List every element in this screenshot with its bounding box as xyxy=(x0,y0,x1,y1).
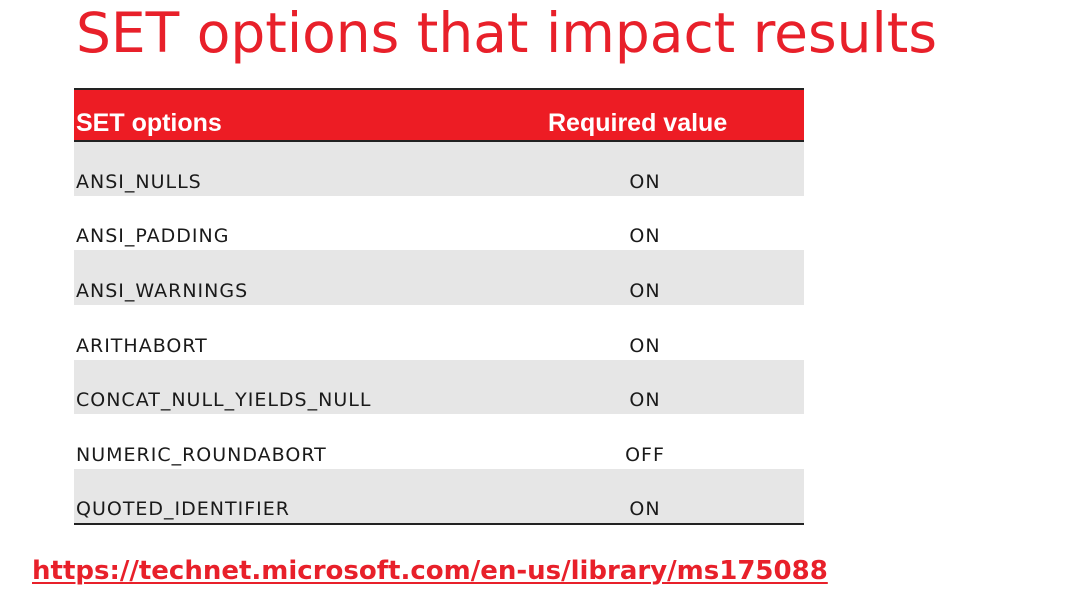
option-value: ON xyxy=(629,170,661,193)
option-value: OFF xyxy=(625,444,665,467)
option-name: ANSI_WARNINGS xyxy=(76,280,249,303)
set-options-table: SET options Required value ANSI_NULLS ON… xyxy=(74,88,804,525)
option-name: NUMERIC_ROUNDABORT xyxy=(76,444,327,467)
option-name: ARITHABORT xyxy=(76,334,208,357)
option-value: ON xyxy=(629,389,661,412)
source-link[interactable]: https://technet.microsoft.com/en-us/libr… xyxy=(32,556,828,586)
header-required-value: Required value xyxy=(548,89,804,142)
option-name: CONCAT_NULL_YIELDS_NULL xyxy=(76,389,372,412)
option-value: ON xyxy=(629,225,661,248)
header-set-options: SET options xyxy=(74,89,548,142)
option-value: ON xyxy=(629,280,661,303)
option-name: ANSI_NULLS xyxy=(76,170,202,193)
table-row: CONCAT_NULL_YIELDS_NULL ON xyxy=(74,359,804,415)
table-row: ARITHABORT ON xyxy=(74,305,804,360)
table-row: ANSI_PADDING ON xyxy=(74,195,804,251)
slide-title: SET options that impact results xyxy=(76,1,937,65)
table-header-row: SET options Required value xyxy=(74,89,804,142)
option-value: ON xyxy=(629,497,661,520)
table-row: ANSI_WARNINGS ON xyxy=(74,250,804,306)
table-row: NUMERIC_ROUNDABORT OFF xyxy=(74,414,804,470)
table-row: ANSI_NULLS ON xyxy=(74,141,804,196)
table-row: QUOTED_IDENTIFIER ON xyxy=(74,469,804,524)
option-name: ANSI_PADDING xyxy=(76,225,230,248)
option-name: QUOTED_IDENTIFIER xyxy=(76,497,290,520)
option-value: ON xyxy=(629,334,661,357)
